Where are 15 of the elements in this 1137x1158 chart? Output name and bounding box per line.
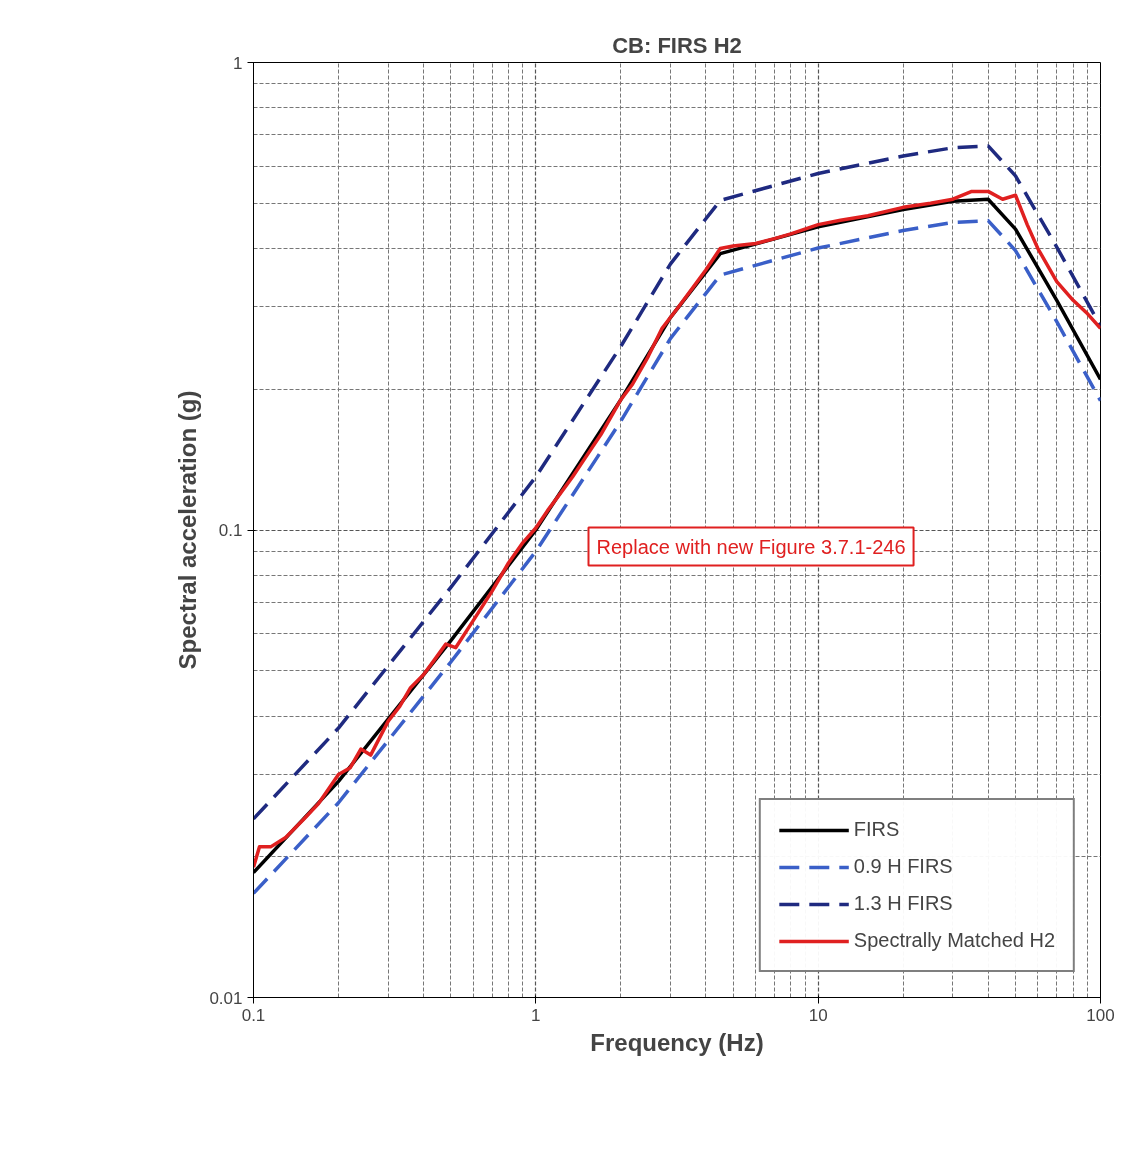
- x-tick-label: 10: [808, 1005, 828, 1025]
- y-tick-label: 0.01: [209, 988, 243, 1008]
- legend-label: FIRS: [853, 818, 900, 841]
- y-axis-title: Spectral acceleration (g): [174, 390, 202, 670]
- x-axis-title: Frequency (Hz): [590, 1028, 764, 1056]
- y-tick-label: 0.1: [218, 521, 243, 540]
- legend-label: Spectrally Matched H2: [853, 929, 1055, 952]
- x-tick-label: 0.1: [241, 1005, 266, 1025]
- annotation: Replace with new Figure 3.7.1-246: [596, 535, 906, 558]
- x-tick-label: 100: [1086, 1005, 1115, 1025]
- y-tick-label: 1: [233, 53, 243, 73]
- legend-label: 0.9 H FIRS: [853, 855, 953, 878]
- x-tick-label: 1: [531, 1005, 541, 1025]
- legend-label: 1.3 H FIRS: [853, 892, 953, 915]
- chart-title: CB: FIRS H2: [612, 32, 742, 58]
